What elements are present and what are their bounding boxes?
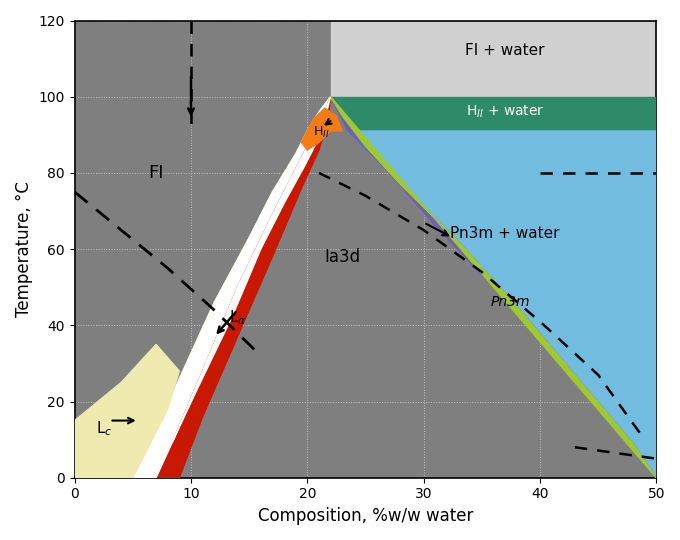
Polygon shape — [330, 21, 656, 97]
Polygon shape — [156, 97, 330, 478]
Polygon shape — [330, 97, 656, 131]
Text: FI: FI — [148, 164, 164, 182]
Text: Ia3d: Ia3d — [324, 248, 360, 266]
Polygon shape — [150, 97, 330, 478]
Text: H$_{II}$: H$_{II}$ — [313, 125, 330, 140]
Text: L$_c$: L$_c$ — [96, 419, 112, 437]
Text: L$_\alpha$: L$_\alpha$ — [228, 308, 246, 327]
Polygon shape — [75, 345, 180, 478]
Text: Pn3m + water: Pn3m + water — [450, 226, 560, 241]
Polygon shape — [133, 97, 656, 478]
Polygon shape — [75, 21, 656, 478]
Polygon shape — [133, 97, 330, 478]
Y-axis label: Temperature, °C: Temperature, °C — [15, 181, 33, 317]
Text: Pn3m: Pn3m — [491, 295, 530, 309]
Polygon shape — [348, 131, 656, 478]
X-axis label: Composition, %w/w water: Composition, %w/w water — [258, 507, 473, 525]
Polygon shape — [330, 97, 656, 478]
Text: FI + water: FI + water — [465, 44, 545, 58]
Text: H$_{II}$ + water: H$_{II}$ + water — [466, 104, 545, 120]
Polygon shape — [301, 108, 342, 150]
